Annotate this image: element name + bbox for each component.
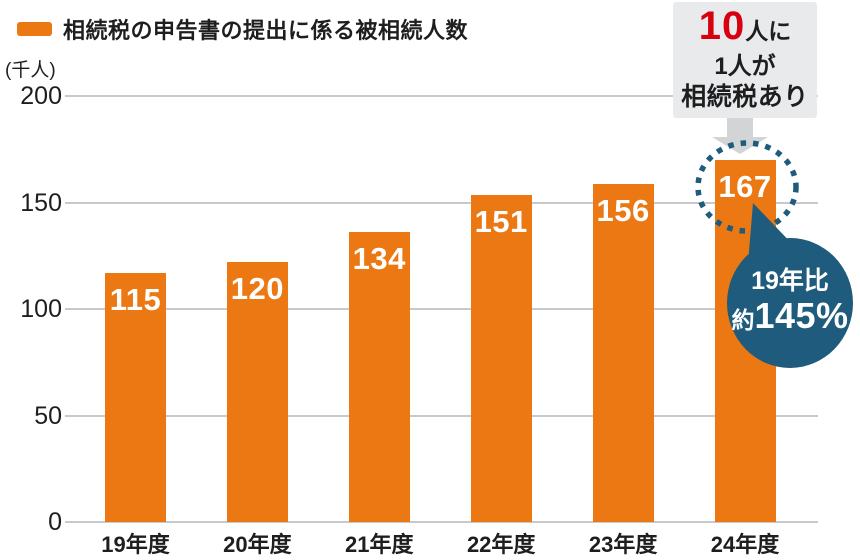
bubble-prefix: 約 (731, 307, 755, 333)
x-tick-label: 19年度 (101, 532, 170, 557)
gridline (65, 201, 818, 204)
x-tick-label: 20年度 (223, 532, 292, 557)
bubble-value: 145% (754, 295, 849, 336)
legend-color-swatch (17, 22, 52, 36)
bar-21年度 (348, 232, 410, 522)
gridline (65, 414, 818, 417)
bar-value-label: 134 (352, 241, 406, 276)
comparison-bubble: 19年比 約145% (727, 238, 853, 368)
bar-19年度 (105, 273, 166, 522)
y-axis-unit-label: (千人) (5, 60, 56, 81)
y-tick-label: 50 (34, 401, 62, 430)
bar-20年度 (226, 262, 288, 522)
ratio-callout: 10人に 1人が 相続税あり (673, 2, 817, 118)
callout-line3: 相続税あり (681, 83, 809, 111)
callout-big-number: 10 (698, 4, 746, 48)
bar-value-label: 151 (474, 204, 528, 239)
gridline (65, 521, 818, 523)
callout-line2: 1人が (714, 53, 776, 80)
bubble-line2: 約145% (731, 296, 848, 340)
bar-22年度 (470, 195, 532, 522)
bubble-line1: 19年比 (751, 267, 829, 295)
chart-legend: 相続税の申告書の提出に係る被相続人数 (17, 13, 468, 45)
y-tick-label: 100 (20, 295, 62, 323)
x-tick-label: 22年度 (466, 532, 536, 557)
bar-value-label: 115 (109, 282, 162, 317)
gridline (65, 95, 818, 97)
bar-value-label: 120 (230, 271, 284, 306)
x-tick-label: 24年度 (710, 532, 780, 557)
bar-value-label: 156 (596, 193, 650, 228)
bar-value-label: 167 (718, 169, 772, 204)
y-tick-label: 0 (48, 508, 62, 536)
y-tick-label: 200 (20, 82, 62, 110)
callout-line1: 10人に (673, 4, 817, 53)
gridline (65, 308, 818, 310)
y-tick-label: 150 (20, 188, 62, 217)
x-tick-label: 21年度 (345, 532, 414, 557)
x-tick-label: 23年度 (588, 532, 658, 557)
callout-big-suffix: 人に (745, 18, 792, 44)
bar-23年度 (592, 184, 654, 522)
legend-label: 相続税の申告書の提出に係る被相続人数 (63, 18, 469, 43)
